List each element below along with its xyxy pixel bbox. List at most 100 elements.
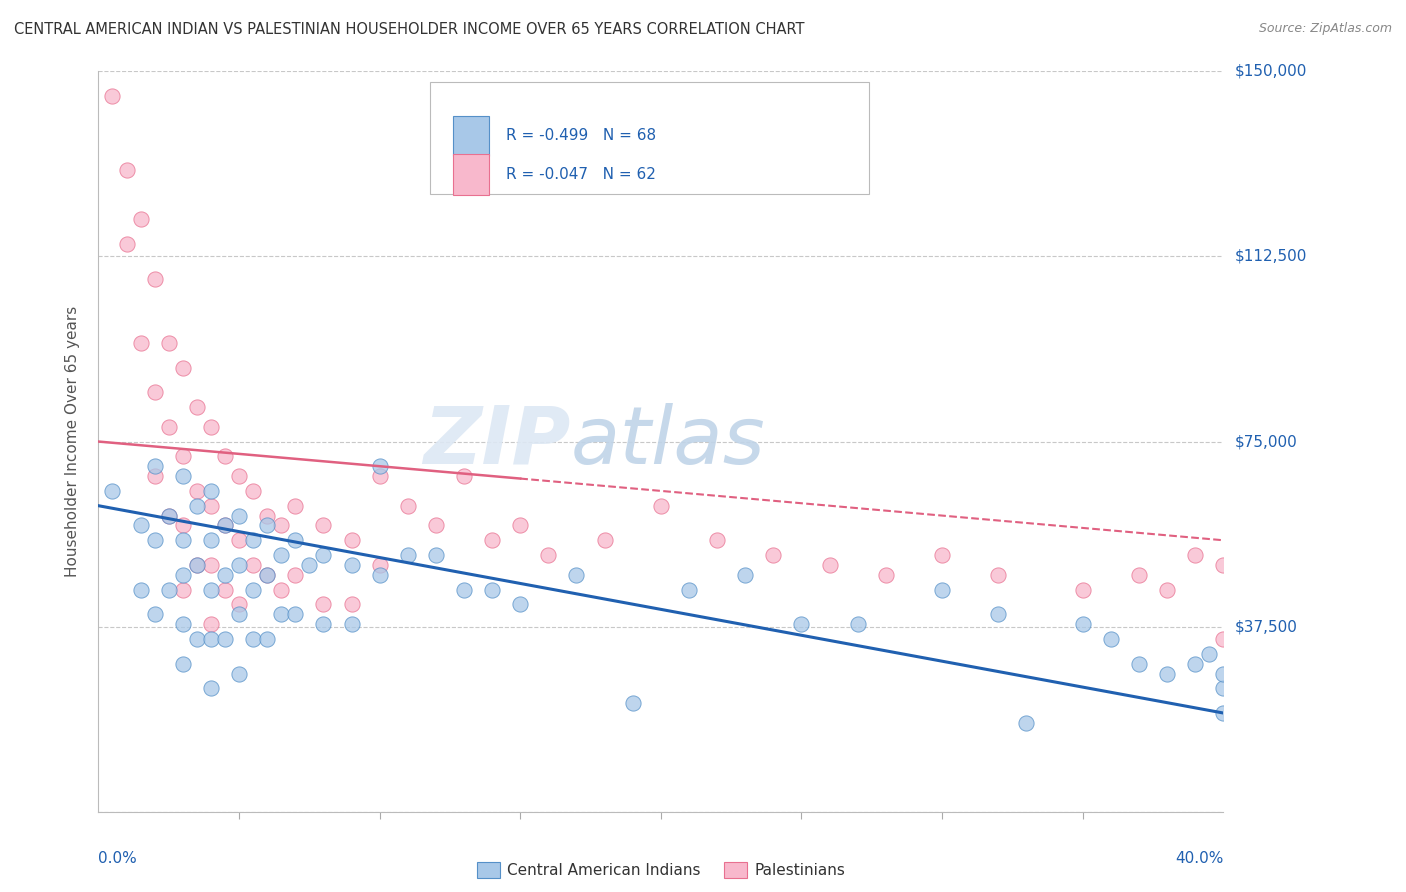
Point: [762, 548, 785, 562]
Point: [846, 617, 869, 632]
Point: [172, 518, 194, 533]
Point: [931, 548, 953, 562]
Point: [284, 567, 307, 582]
Point: [340, 558, 363, 572]
Point: [368, 567, 391, 582]
Bar: [453, 116, 489, 156]
Point: [298, 558, 321, 572]
Point: [172, 617, 194, 632]
Point: [186, 499, 208, 513]
Point: [706, 533, 728, 548]
Text: 0.0%: 0.0%: [98, 851, 138, 865]
Point: [200, 533, 222, 548]
Point: [172, 533, 194, 548]
Point: [157, 508, 180, 523]
Point: [1212, 632, 1234, 646]
Point: [186, 558, 208, 572]
Point: [242, 632, 264, 646]
Point: [129, 335, 152, 350]
Point: [340, 617, 363, 632]
Text: $75,000: $75,000: [1234, 434, 1298, 449]
Point: [200, 499, 222, 513]
Point: [200, 483, 222, 498]
Point: [284, 607, 307, 622]
Point: [340, 598, 363, 612]
Point: [214, 632, 236, 646]
Point: [200, 617, 222, 632]
Point: [1212, 706, 1234, 720]
Point: [481, 582, 503, 597]
Point: [228, 558, 250, 572]
Point: [818, 558, 841, 572]
Point: [284, 499, 307, 513]
Point: [270, 518, 292, 533]
Text: $112,500: $112,500: [1234, 249, 1306, 264]
Point: [1071, 617, 1094, 632]
Point: [537, 548, 560, 562]
Point: [593, 533, 616, 548]
Point: [115, 163, 138, 178]
Point: [157, 419, 180, 434]
Text: R = -0.047   N = 62: R = -0.047 N = 62: [506, 167, 655, 182]
Point: [172, 582, 194, 597]
Point: [186, 483, 208, 498]
Point: [157, 582, 180, 597]
Text: $150,000: $150,000: [1234, 64, 1306, 78]
Point: [200, 632, 222, 646]
Point: [242, 558, 264, 572]
Point: [396, 499, 419, 513]
Point: [621, 696, 644, 710]
Point: [172, 567, 194, 582]
Point: [143, 271, 166, 285]
Point: [1128, 567, 1150, 582]
Point: [101, 483, 124, 498]
Point: [340, 533, 363, 548]
Point: [256, 632, 278, 646]
Point: [650, 499, 672, 513]
Point: [242, 533, 264, 548]
Point: [1198, 647, 1220, 661]
Point: [186, 632, 208, 646]
Point: [157, 508, 180, 523]
Point: [115, 237, 138, 252]
Text: CENTRAL AMERICAN INDIAN VS PALESTINIAN HOUSEHOLDER INCOME OVER 65 YEARS CORRELAT: CENTRAL AMERICAN INDIAN VS PALESTINIAN H…: [14, 22, 804, 37]
Point: [396, 548, 419, 562]
Point: [214, 567, 236, 582]
Legend: Central American Indians, Palestinians: Central American Indians, Palestinians: [477, 863, 845, 878]
Point: [453, 582, 475, 597]
Text: 40.0%: 40.0%: [1175, 851, 1223, 865]
Point: [425, 548, 447, 562]
Point: [200, 681, 222, 696]
Point: [143, 607, 166, 622]
Point: [312, 617, 335, 632]
Point: [256, 508, 278, 523]
Point: [101, 89, 124, 103]
Point: [200, 558, 222, 572]
Point: [1156, 666, 1178, 681]
Point: [129, 582, 152, 597]
Text: atlas: atlas: [571, 402, 766, 481]
Point: [565, 567, 588, 582]
Point: [172, 450, 194, 464]
Point: [143, 533, 166, 548]
Point: [228, 533, 250, 548]
Point: [129, 212, 152, 227]
Point: [200, 419, 222, 434]
Point: [214, 518, 236, 533]
FancyBboxPatch shape: [430, 82, 869, 194]
Point: [242, 582, 264, 597]
Point: [987, 567, 1010, 582]
Point: [368, 558, 391, 572]
Point: [1128, 657, 1150, 671]
Point: [228, 666, 250, 681]
Point: [214, 450, 236, 464]
Point: [312, 548, 335, 562]
Point: [481, 533, 503, 548]
Point: [256, 518, 278, 533]
Point: [284, 533, 307, 548]
Point: [228, 508, 250, 523]
Point: [790, 617, 813, 632]
Point: [1212, 558, 1234, 572]
Bar: [453, 154, 489, 194]
Point: [1099, 632, 1122, 646]
